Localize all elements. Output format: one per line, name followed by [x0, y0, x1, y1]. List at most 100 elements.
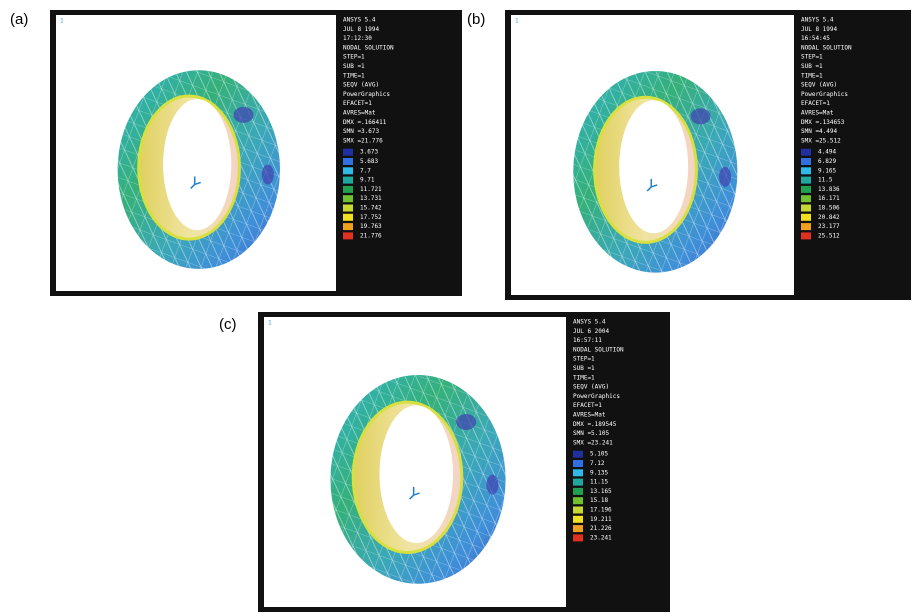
- info-line: 16:57:11: [573, 337, 602, 344]
- ring-model: [573, 71, 737, 273]
- info-line: SMN =5.105: [573, 430, 610, 437]
- info-line: SEQV (AVG): [343, 82, 379, 89]
- legend-swatch: [801, 195, 811, 202]
- info-line: 16:54:45: [801, 35, 830, 42]
- window-id: 1: [60, 18, 64, 25]
- legend-swatch: [801, 205, 811, 212]
- stress-spot: [719, 167, 731, 187]
- legend-value: 21.776: [360, 232, 382, 239]
- ansys-panel: (c) 1 ANSYS 5.4 JUL 6 2004 16:57:11 NODAL SOL…: [219, 312, 670, 612]
- legend-swatch: [801, 177, 811, 184]
- legend-swatch: [801, 167, 811, 174]
- info-line: JUL 6 2004: [573, 328, 610, 335]
- info-line: TIME=1: [343, 72, 365, 79]
- legend-swatch: [801, 149, 811, 156]
- info-line: NODAL SOLUTION: [343, 44, 394, 51]
- legend-swatch: [573, 507, 583, 514]
- legend-value: 11.721: [360, 186, 382, 193]
- window-id: 1: [515, 18, 519, 25]
- ring-hole: [619, 100, 688, 233]
- info-line: SMX =21.776: [343, 137, 383, 144]
- legend-swatch: [801, 186, 811, 193]
- legend-value: 13.836: [818, 186, 840, 193]
- legend-swatch: [573, 451, 583, 458]
- panel-label: (c): [219, 316, 237, 333]
- info-line: DMX =.189545: [573, 421, 617, 428]
- info-line: SEQV (AVG): [801, 82, 837, 89]
- legend-swatch: [343, 223, 353, 230]
- figure: (a)1ANSYS 5.4JUL 8 199417:12:30NODAL SOL…: [0, 0, 914, 616]
- legend-value: 6.829: [818, 158, 836, 165]
- info-line: DMX =.166411: [343, 119, 387, 126]
- info-line: STEP=1: [343, 54, 365, 61]
- legend-value: 17.196: [590, 507, 612, 514]
- legend-swatch: [573, 516, 583, 523]
- legend-swatch: [343, 158, 353, 165]
- info-line: EFACET=1: [343, 100, 372, 107]
- info-line: PowerGraphics: [573, 393, 620, 400]
- info-line: SUB =1: [343, 63, 365, 70]
- info-line: AVRES=Mat: [573, 412, 606, 419]
- info-line: AVRES=Mat: [801, 110, 834, 117]
- info-line: JUL 8 1994: [801, 26, 838, 33]
- legend-swatch: [573, 525, 583, 532]
- info-line: SMN =4.494: [801, 128, 838, 135]
- legend-value: 25.512: [818, 232, 840, 239]
- legend-swatch: [573, 479, 583, 486]
- info-line: SUB =1: [573, 365, 595, 372]
- panel-label: (a): [10, 11, 28, 28]
- info-line: SEQV (AVG): [573, 384, 609, 391]
- legend-value: 23.177: [818, 223, 840, 230]
- ring-hole: [379, 405, 453, 543]
- legend-swatch: [343, 214, 353, 221]
- legend-value: 11.15: [590, 479, 608, 486]
- ring-model: [330, 375, 505, 584]
- legend-value: 13.165: [590, 488, 612, 495]
- legend-value: 13.731: [360, 195, 382, 202]
- legend-swatch: [801, 214, 811, 221]
- legend-value: 9.71: [360, 177, 375, 184]
- legend-value: 9.135: [590, 469, 608, 476]
- panel-label: (b): [467, 11, 485, 28]
- stress-spot: [456, 414, 476, 430]
- info-line: ANSYS 5.4: [573, 319, 606, 326]
- info-line: STEP=1: [573, 356, 595, 363]
- legend-swatch: [343, 232, 353, 239]
- legend-swatch: [801, 232, 811, 239]
- legend-value: 9.165: [818, 167, 836, 174]
- legend-value: 15.742: [360, 205, 382, 212]
- legend-value: 18.506: [818, 205, 840, 212]
- legend-swatch: [343, 195, 353, 202]
- stress-spot: [262, 165, 274, 185]
- legend-swatch: [343, 149, 353, 156]
- legend-swatch: [801, 158, 811, 165]
- info-line: TIME=1: [801, 72, 823, 79]
- legend-swatch: [573, 469, 583, 476]
- legend-value: 7.12: [590, 460, 605, 467]
- info-line: DMX =.134653: [801, 119, 845, 126]
- legend-value: 5.683: [360, 158, 378, 165]
- window-id: 1: [268, 320, 272, 327]
- ring-hole: [163, 99, 231, 230]
- info-line: NODAL SOLUTION: [801, 44, 852, 51]
- legend-value: 20.842: [818, 214, 840, 221]
- legend-swatch: [573, 497, 583, 504]
- info-line: SMN =3.673: [343, 128, 380, 135]
- ansys-panel: (b) 1 ANSYS 5.4 JUL 8 1994 16:54:45 NODAL SOL…: [467, 10, 911, 300]
- stress-spot: [233, 107, 253, 123]
- info-line: SUB =1: [801, 63, 823, 70]
- info-line: PowerGraphics: [801, 91, 848, 98]
- info-line: NODAL SOLUTION: [573, 346, 624, 353]
- legend-value: 15.18: [590, 497, 608, 504]
- legend-value: 5.105: [590, 451, 608, 458]
- ring-model: [118, 70, 280, 269]
- stress-spot: [486, 475, 498, 495]
- legend-value: 23.241: [590, 534, 612, 541]
- stress-spot: [690, 108, 710, 124]
- legend-value: 7.7: [360, 167, 371, 174]
- info-line: AVRES=Mat: [343, 110, 376, 117]
- info-line: ANSYS 5.4: [801, 17, 834, 24]
- legend-value: 19.763: [360, 223, 382, 230]
- info-line: SMX =25.512: [801, 137, 841, 144]
